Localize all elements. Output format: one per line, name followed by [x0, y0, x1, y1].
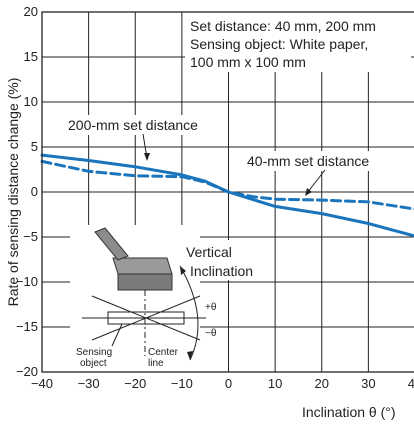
y-tick-label: −10 — [16, 274, 38, 289]
inset-label-center: Center — [148, 347, 179, 358]
y-tick-label: 10 — [24, 94, 38, 109]
x-tick-labels: −40 −30 −20 −10 0 10 20 30 40 — [31, 376, 414, 391]
series-labels: 200-mm set distance 40-mm set distance — [65, 115, 408, 196]
x-tick-label: −30 — [78, 376, 100, 391]
inset-label-plus-theta: +θ — [205, 302, 217, 313]
inclination-arc — [179, 265, 199, 361]
sensor-cable — [94, 227, 129, 261]
x-tick-label: 10 — [268, 376, 282, 391]
x-tick-label: 40 — [408, 376, 414, 391]
label-40-leader — [306, 169, 326, 194]
inset-label-inclination: Inclination — [190, 263, 253, 279]
annotation-line2: Sensing object: White paper, — [190, 36, 368, 52]
arc-arrow-top — [180, 266, 186, 275]
series-layer — [40, 153, 414, 238]
annotation-line1: Set distance: 40 mm, 200 mm — [190, 18, 376, 34]
inset-label-object: object — [80, 358, 107, 369]
label-200-mm: 200-mm set distance — [68, 117, 198, 133]
y-tick-label: −5 — [23, 229, 38, 244]
y-tick-label: −15 — [16, 319, 38, 334]
y-tick-label: 5 — [31, 139, 38, 154]
label-40-mm: 40-mm set distance — [247, 153, 369, 169]
y-tick-labels: 20 15 10 5 0 −5 −10 −15 −20 — [16, 4, 38, 379]
inset-diagram: Vertical Inclination +θ −θ Sensing objec… — [70, 225, 268, 372]
inset-label-vertical: Vertical — [186, 244, 232, 260]
y-tick-label: −20 — [16, 364, 38, 379]
label-200-background — [65, 115, 219, 135]
series-line-40mm — [40, 159, 414, 211]
inset-label-minus-theta: −θ — [205, 328, 217, 339]
y-tick-label: 20 — [24, 4, 38, 19]
x-tick-label: −10 — [171, 376, 193, 391]
x-tick-label: −40 — [31, 376, 53, 391]
y-tick-label: 15 — [24, 49, 38, 64]
inset-label-line: line — [148, 358, 164, 369]
sensing-object — [107, 311, 185, 325]
sensing-object-leader — [111, 323, 123, 347]
x-tick-label: −20 — [124, 376, 146, 391]
arc-arrow-bottom — [187, 351, 193, 360]
x-axis-label: Inclination θ (°) — [302, 404, 396, 420]
inset-label-sensing: Sensing — [76, 347, 112, 358]
label-40-background — [244, 151, 408, 171]
x-tick-label: 30 — [361, 376, 375, 391]
annotation-line3: 100 mm x 100 mm — [190, 54, 306, 70]
x-tick-label: 0 — [225, 376, 232, 391]
tilt-line-plus — [91, 295, 201, 341]
y-tick-label: 0 — [31, 184, 38, 199]
annotation: Set distance: 40 mm, 200 mm Sensing obje… — [185, 12, 411, 72]
annotation-background — [185, 12, 411, 72]
y-axis-label: Rate of sensing distance change (%) — [5, 78, 21, 307]
plot-frame — [41, 11, 414, 373]
inset-label-background — [178, 240, 268, 280]
x-tick-label: 20 — [315, 376, 329, 391]
sensor-front-face — [117, 273, 173, 291]
label-200-arrow — [144, 153, 150, 161]
label-40-arrow — [305, 188, 312, 196]
sensor-top-face — [112, 257, 173, 275]
